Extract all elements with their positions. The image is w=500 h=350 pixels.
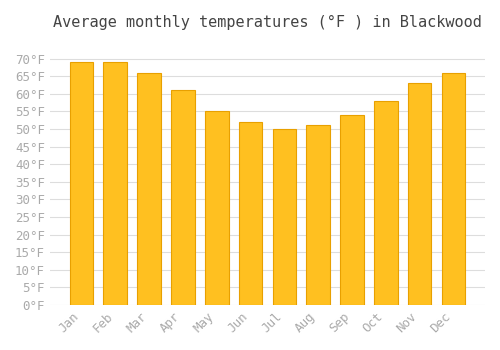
Bar (340, 115, 364, 305)
Bar (171, 90, 194, 305)
Bar (138, 72, 161, 305)
Bar (408, 83, 432, 305)
Bar (104, 62, 127, 305)
Bar (238, 122, 262, 305)
Bar (70, 62, 94, 305)
Bar (374, 101, 398, 305)
Bar (442, 72, 465, 305)
Title: Average monthly temperatures (°F ) in Blackwood: Average monthly temperatures (°F ) in Bl… (53, 15, 482, 30)
Bar (205, 111, 229, 305)
Bar (272, 129, 296, 305)
Bar (306, 125, 330, 305)
